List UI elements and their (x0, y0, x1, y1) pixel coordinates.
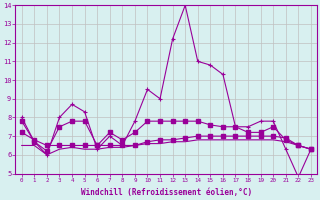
X-axis label: Windchill (Refroidissement éolien,°C): Windchill (Refroidissement éolien,°C) (81, 188, 252, 197)
